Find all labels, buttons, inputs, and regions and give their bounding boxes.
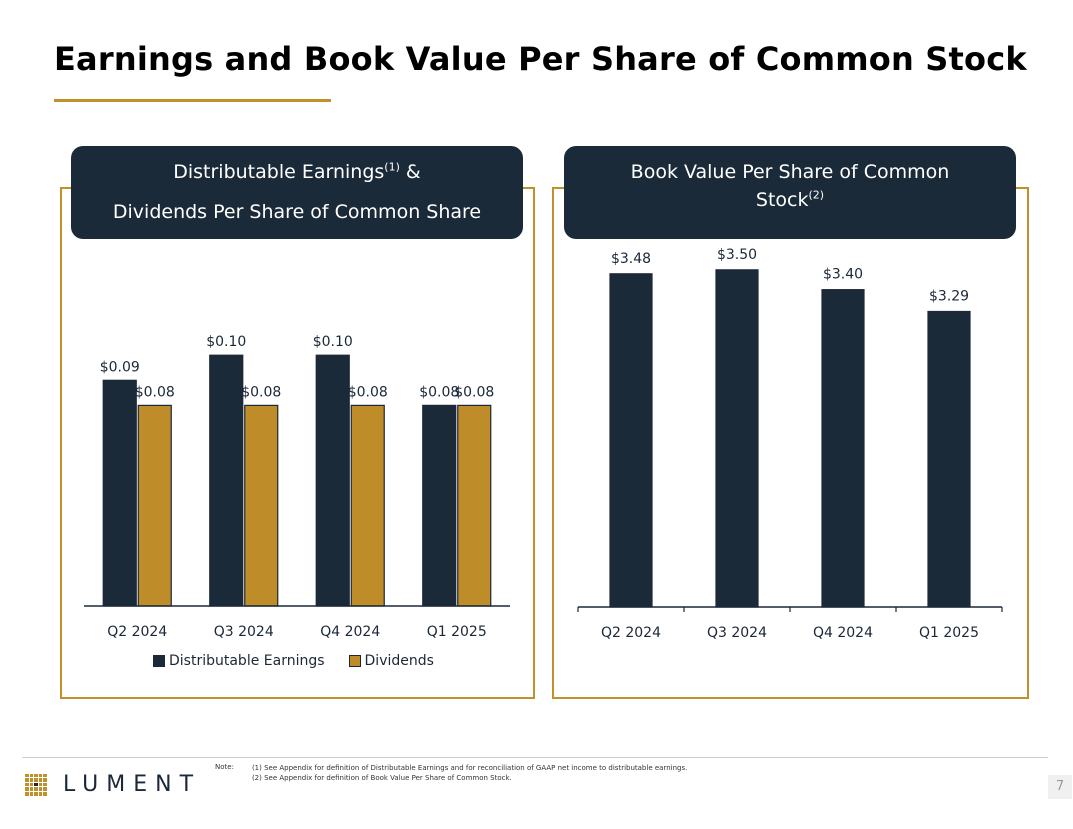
lument-logo-icon xyxy=(25,773,47,796)
x-tick-label: Q2 2024 xyxy=(601,625,661,641)
data-label: $0.08 xyxy=(241,384,281,400)
bar-dividends-q3-2024 xyxy=(244,404,279,607)
right-banner-line1: Book Value Per Share of Common xyxy=(630,161,950,183)
lument-logo: LUMENT xyxy=(25,772,201,797)
x-tick-label: Q3 2024 xyxy=(214,624,274,640)
footer-divider xyxy=(22,757,1048,758)
data-label: $0.09 xyxy=(100,359,140,375)
legend-label-dividends: Dividends xyxy=(364,653,434,669)
bar-dividends-q4-2024 xyxy=(350,404,385,607)
left-banner-title: Distributable Earnings xyxy=(173,161,385,183)
x-tick-label: Q4 2024 xyxy=(813,625,873,641)
bar-dividends-q1-2025 xyxy=(457,404,492,607)
legend-item-dividends: Dividends xyxy=(348,653,434,669)
legend-label-distributable-earnings: Distributable Earnings xyxy=(169,653,325,669)
left-chart-legend: Distributable Earnings Dividends xyxy=(153,653,434,669)
page-number: 7 xyxy=(1048,775,1072,799)
data-label: $3.29 xyxy=(929,288,969,304)
footnote-2: (2) See Appendix for definition of Book … xyxy=(251,774,512,782)
x-tick-label: Q2 2024 xyxy=(107,624,167,640)
data-label: $0.10 xyxy=(313,334,353,350)
left-banner-line1: Distributable Earnings(1) & xyxy=(71,152,523,192)
left-chart-banner: Distributable Earnings(1) & Dividends Pe… xyxy=(71,146,523,239)
left-banner-line2: Dividends Per Share of Common Share xyxy=(112,201,482,223)
footnotes: Note: (1) See Appendix for definition of… xyxy=(215,763,687,783)
bar-book-value-q1-2025 xyxy=(927,310,971,608)
data-label: $0.08 xyxy=(348,384,388,400)
data-label: $3.48 xyxy=(611,251,651,267)
page-title: Earnings and Book Value Per Share of Com… xyxy=(54,40,1027,78)
data-label: $3.40 xyxy=(823,267,863,283)
right-chart-banner: Book Value Per Share of Common Stock(2) xyxy=(564,146,1016,239)
data-label: $0.08 xyxy=(419,384,459,400)
x-tick-label: Q4 2024 xyxy=(320,624,380,640)
right-banner-title: Stock xyxy=(755,189,809,211)
bar-book-value-q3-2024 xyxy=(715,269,759,608)
lument-logo-text: LUMENT xyxy=(63,772,202,797)
footnote-ref-1: (1) xyxy=(384,160,400,174)
data-label: $0.10 xyxy=(206,334,246,350)
legend-swatch-gold xyxy=(348,655,361,667)
left-banner-suffix: & xyxy=(399,161,421,183)
data-label: $3.50 xyxy=(717,247,757,263)
note-label: Note: xyxy=(215,763,234,771)
footnote-ref-2: (2) xyxy=(808,188,825,202)
footnote-1: (1) See Appendix for definition of Distr… xyxy=(251,764,688,772)
bar-distributable-earnings-q1-2025 xyxy=(422,404,457,607)
bar-distributable-earnings-q2-2024 xyxy=(102,379,137,607)
title-underline xyxy=(54,99,331,102)
bar-book-value-q4-2024 xyxy=(821,289,865,608)
legend-item-distributable-earnings: Distributable Earnings xyxy=(153,653,325,669)
legend-swatch-navy xyxy=(153,655,165,667)
x-tick-label: Q1 2025 xyxy=(427,624,487,640)
right-banner-line2: Stock(2) xyxy=(564,186,1016,214)
x-tick-label: Q1 2025 xyxy=(919,625,979,641)
data-label: $0.08 xyxy=(454,384,494,400)
x-tick-label: Q3 2024 xyxy=(707,625,767,641)
bar-dividends-q2-2024 xyxy=(137,404,172,607)
bar-distributable-earnings-q4-2024 xyxy=(315,354,350,607)
bar-distributable-earnings-q3-2024 xyxy=(209,354,244,607)
data-label: $0.08 xyxy=(135,384,175,400)
bar-book-value-q2-2024 xyxy=(609,273,653,608)
